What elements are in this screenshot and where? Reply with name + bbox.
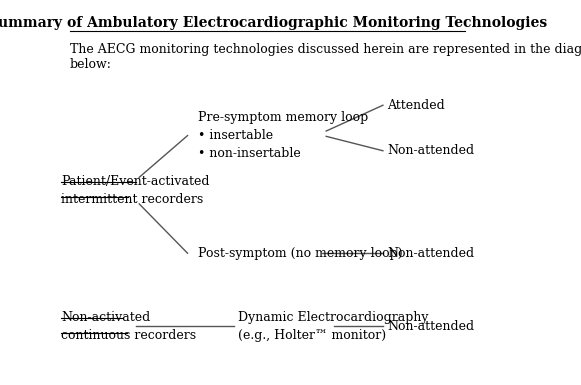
Text: Dynamic Electrocardiography
(e.g., Holter™ monitor): Dynamic Electrocardiography (e.g., Holte… — [238, 311, 428, 341]
Text: Pre-symptom memory loop
• insertable
• non-insertable: Pre-symptom memory loop • insertable • n… — [198, 111, 368, 160]
Text: The AECG monitoring technologies discussed herein are represented in the diagram: The AECG monitoring technologies discuss… — [70, 43, 581, 70]
Text: Non-attended: Non-attended — [387, 247, 474, 260]
Text: Post-symptom (no memory loop): Post-symptom (no memory loop) — [198, 247, 403, 260]
Text: Non-attended: Non-attended — [387, 144, 474, 157]
Text: Summary of Ambulatory Electrocardiographic Monitoring Technologies: Summary of Ambulatory Electrocardiograph… — [0, 16, 547, 30]
Text: Non-attended: Non-attended — [387, 320, 474, 333]
Text: Non-activated
continuous recorders: Non-activated continuous recorders — [62, 311, 196, 341]
Text: Patient/Event-activated
intermittent recorders: Patient/Event-activated intermittent rec… — [62, 175, 210, 206]
Text: Attended: Attended — [387, 99, 445, 112]
